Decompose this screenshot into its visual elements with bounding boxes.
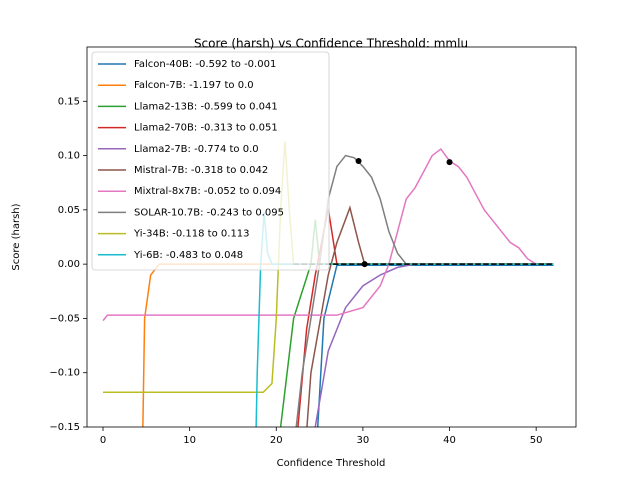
x-tick-label: 40 [443, 435, 456, 446]
legend-label: Yi-34B: -0.118 to 0.113 [133, 229, 250, 240]
point [446, 159, 453, 166]
y-tick-label: 0.05 [58, 205, 80, 216]
legend-label: Llama2-13B: -0.599 to 0.041 [134, 101, 278, 112]
line [297, 208, 554, 427]
legend-label: Mixtral-8x7B: -0.052 to 0.094 [134, 186, 281, 197]
legend-label: Llama2-70B: -0.313 to 0.051 [134, 123, 278, 134]
line [314, 263, 554, 427]
point [355, 158, 362, 164]
legend-label: SOLAR-10.7B: -0.243 to 0.095 [134, 207, 284, 218]
y-tick-label: 0.00 [58, 259, 80, 270]
legend-label: Falcon-40B: -0.592 to -0.001 [134, 59, 276, 70]
x-tick-label: 50 [530, 435, 543, 446]
x-tick-label: 10 [183, 435, 196, 446]
x-tick-label: 20 [270, 435, 283, 446]
y-tick-label: −0.10 [49, 368, 80, 379]
y-tick-label: −0.05 [49, 313, 80, 324]
x-tick-label: 30 [357, 435, 370, 446]
legend-box [91, 51, 330, 271]
point [361, 261, 368, 268]
axes-frame [86, 46, 577, 428]
line [102, 148, 554, 322]
legend-label: Llama2-7B: -0.774 to 0.0 [134, 144, 259, 155]
legend-label: Mistral-7B: -0.318 to 0.042 [134, 165, 268, 176]
x-tick-label: 0 [100, 435, 106, 446]
y-tick-label: 0.10 [58, 151, 80, 162]
legend-label: Falcon-7B: -1.197 to 0.0 [134, 80, 254, 91]
y-tick-label: −0.15 [49, 422, 80, 433]
y-tick-label: 0.15 [58, 96, 80, 107]
chart-title: Score (harsh) vs Confidence Threshold: m… [194, 37, 468, 51]
x-axis-label: Confidence Threshold [277, 458, 386, 469]
y-axis-label: Score (harsh) [11, 203, 22, 270]
legend-label: Yi-6B: -0.483 to 0.048 [133, 250, 243, 261]
line [306, 205, 554, 427]
